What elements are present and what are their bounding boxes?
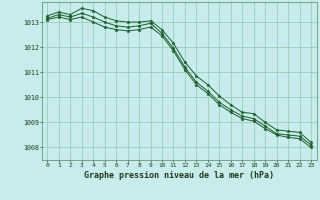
X-axis label: Graphe pression niveau de la mer (hPa): Graphe pression niveau de la mer (hPa) bbox=[84, 171, 274, 180]
